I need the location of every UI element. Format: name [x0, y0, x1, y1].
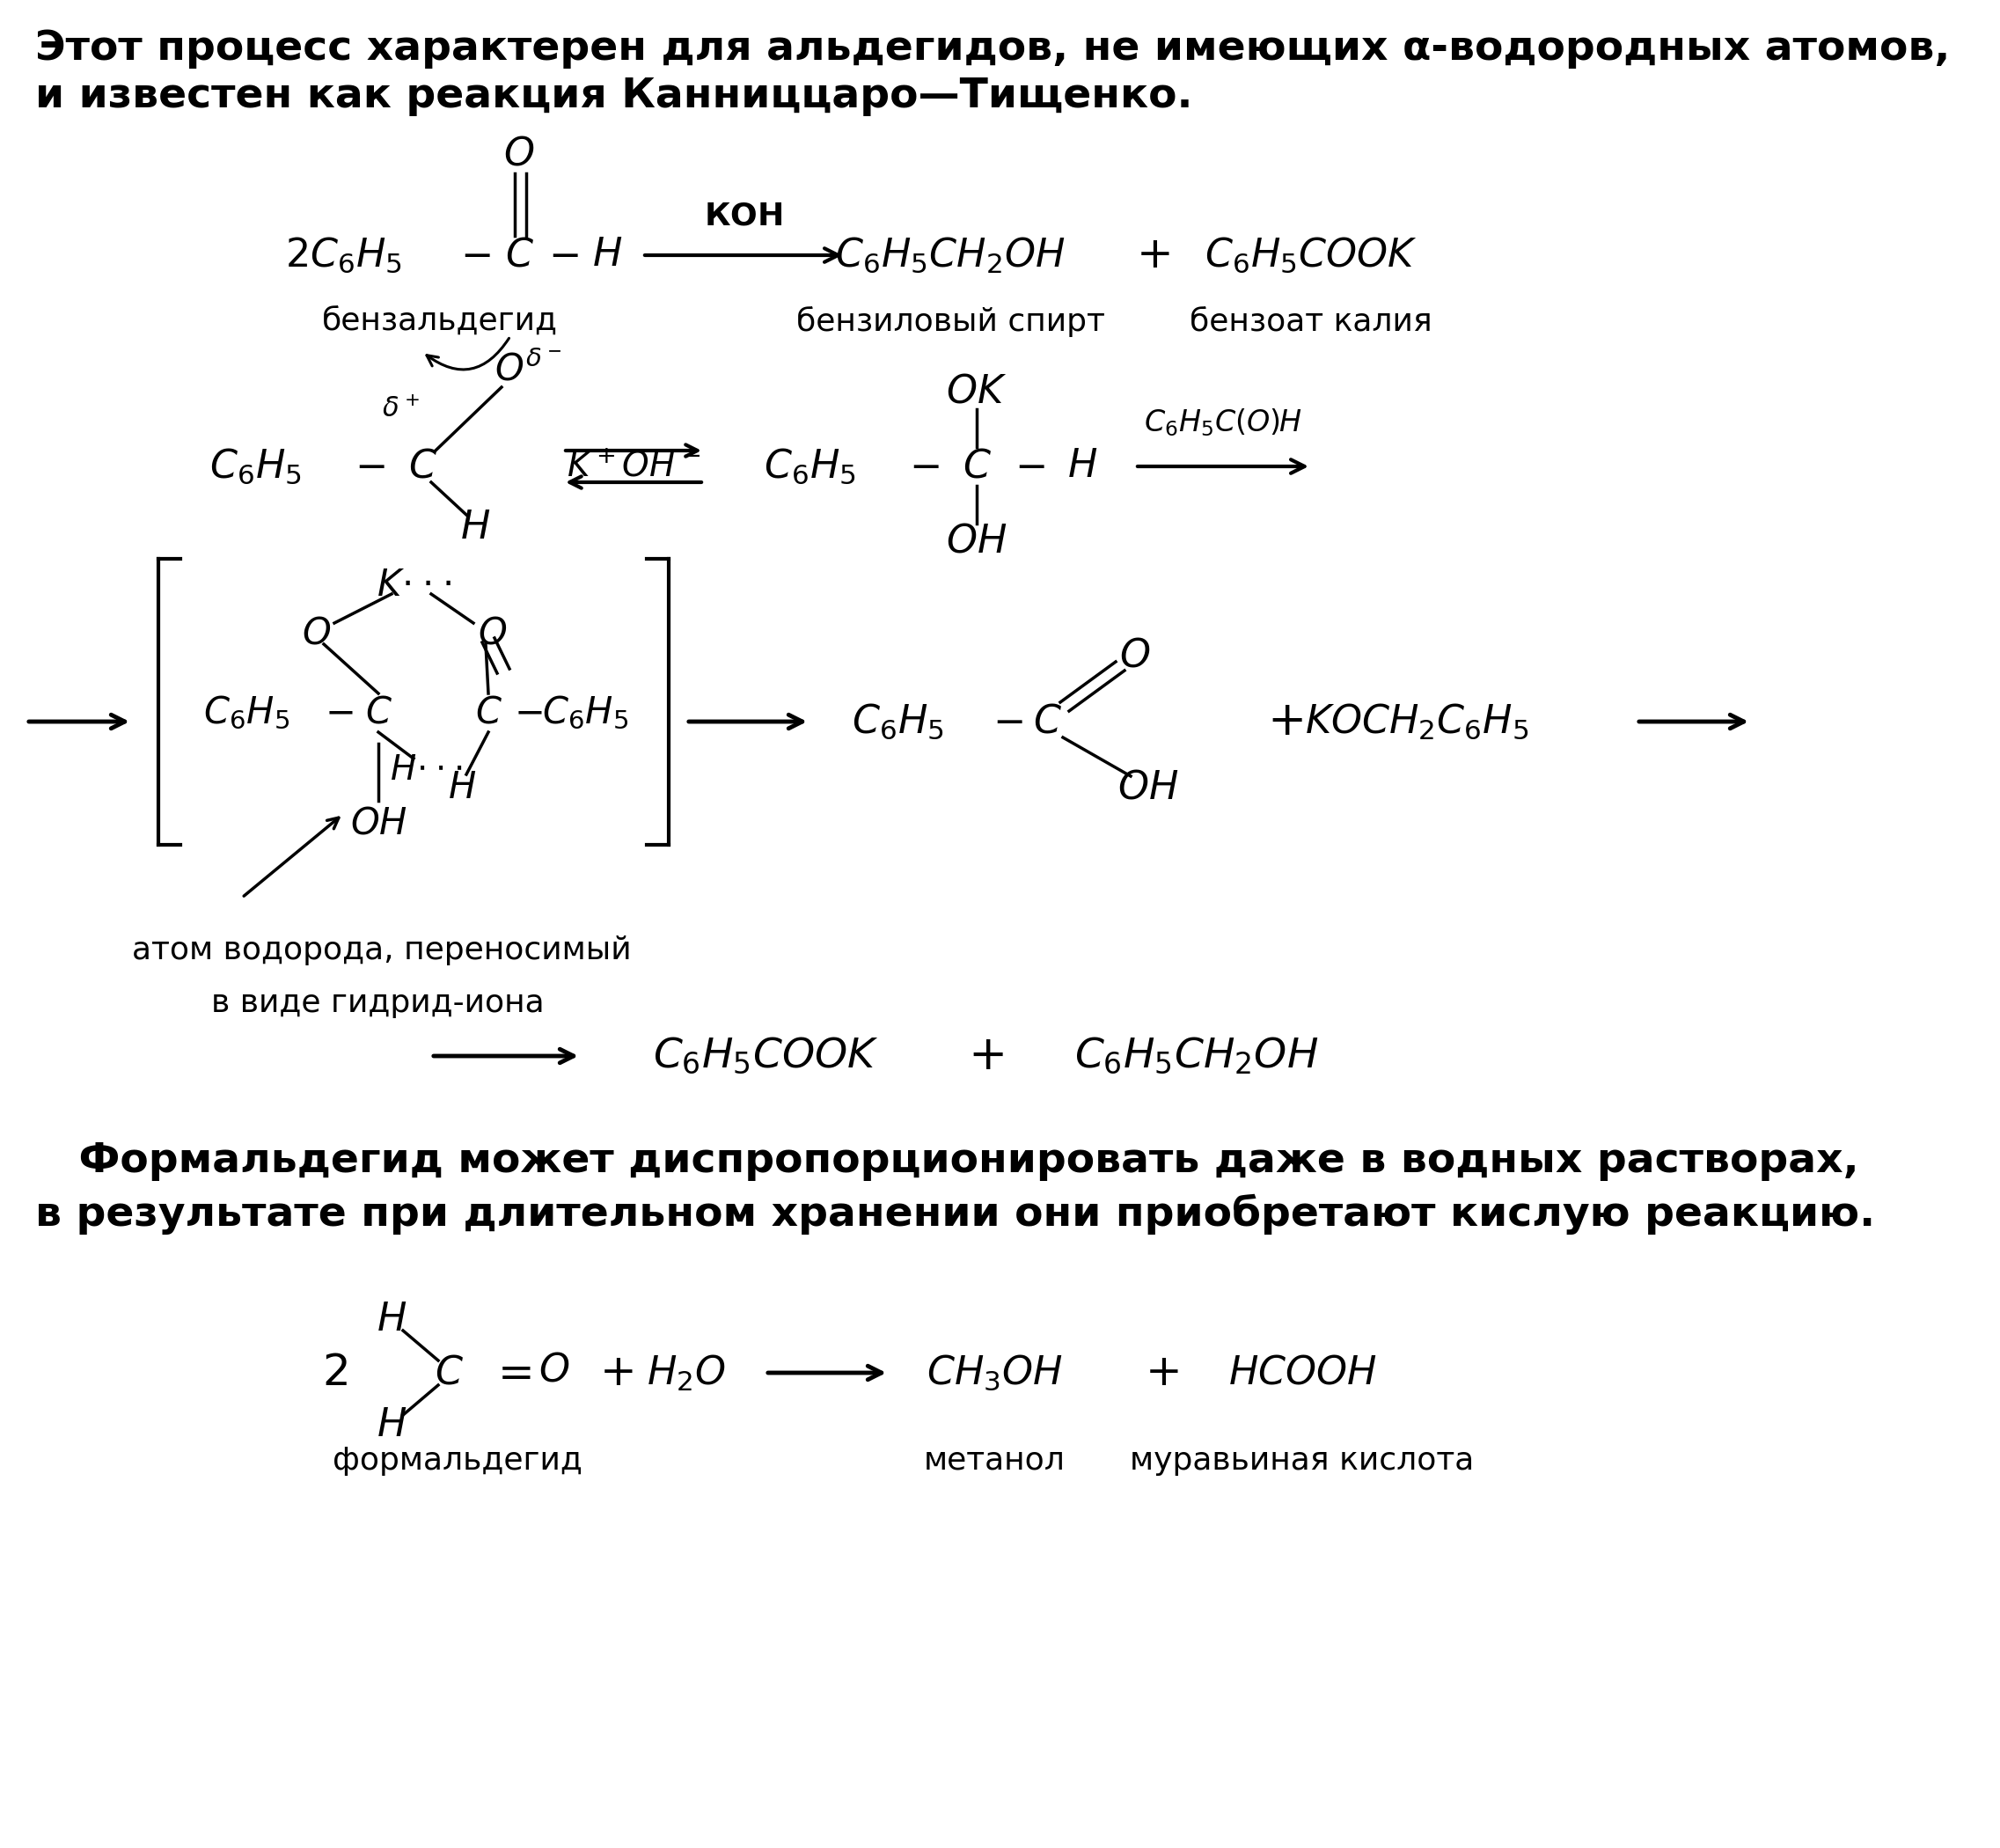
- Text: $OH$: $OH$: [946, 523, 1008, 560]
- Text: $C_6H_5$: $C_6H_5$: [852, 702, 944, 741]
- Text: $O$: $O$: [538, 1351, 570, 1390]
- Text: бензальдегид: бензальдегид: [322, 307, 558, 336]
- Text: $C$: $C$: [504, 237, 534, 274]
- Text: $CH_3OH$: $CH_3OH$: [926, 1353, 1062, 1392]
- Text: муравьиная кислота: муравьиная кислота: [1130, 1445, 1474, 1477]
- Text: $\bf{КОН}$: $\bf{КОН}$: [704, 201, 782, 231]
- Text: $C_6H_5$: $C_6H_5$: [764, 447, 856, 486]
- Text: $O$: $O$: [302, 615, 332, 652]
- Text: $+$: $+$: [598, 1351, 632, 1393]
- Text: Формальдегид может диспропорционировать даже в водных растворах,: Формальдегид может диспропорционировать …: [36, 1142, 1858, 1181]
- Text: $C$: $C$: [408, 447, 436, 486]
- Text: $C_6H_5CH_2OH$: $C_6H_5CH_2OH$: [1074, 1037, 1318, 1076]
- Text: $H$: $H$: [592, 237, 622, 274]
- Text: $+$: $+$: [968, 1033, 1004, 1079]
- Text: $K^+OH^-$: $K^+OH^-$: [566, 449, 700, 482]
- Text: $-$: $-$: [514, 695, 542, 732]
- Text: $C_6H_5$: $C_6H_5$: [204, 695, 290, 732]
- Text: бензоат калия: бензоат калия: [1190, 307, 1432, 336]
- Text: $-$: $-$: [460, 237, 490, 274]
- Text: $+$: $+$: [1144, 1351, 1178, 1393]
- Text: $H$: $H$: [448, 769, 476, 806]
- Text: $C_6H_5C(O)H$: $C_6H_5C(O)H$: [1144, 407, 1302, 438]
- Text: $C$: $C$: [962, 447, 992, 486]
- Text: $OH$: $OH$: [350, 804, 406, 841]
- Text: $O^{\delta^-}$: $O^{\delta^-}$: [494, 351, 562, 388]
- Text: $K\!\cdot\!\cdot\!\cdot$: $K\!\cdot\!\cdot\!\cdot$: [376, 567, 450, 604]
- Text: $H$: $H$: [1068, 447, 1098, 486]
- Text: $C_6H_5COOK$: $C_6H_5COOK$: [1204, 235, 1418, 275]
- Text: формальдегид: формальдегид: [332, 1445, 582, 1477]
- Text: $C_6H_5$: $C_6H_5$: [210, 447, 302, 486]
- Text: $-$: $-$: [908, 447, 940, 486]
- Text: Этот процесс характерен для альдегидов, не имеющих α-водородных атомов,: Этот процесс характерен для альдегидов, …: [36, 28, 1950, 68]
- Text: $O$: $O$: [1120, 638, 1150, 675]
- Text: $C$: $C$: [364, 695, 392, 732]
- Text: $H$: $H$: [460, 508, 490, 547]
- Text: $KOC H_2C_6H_5$: $KOC H_2C_6H_5$: [1304, 702, 1528, 741]
- Text: $-$: $-$: [324, 695, 354, 732]
- Text: $OH$: $OH$: [1118, 769, 1178, 806]
- Text: $-$: $-$: [548, 237, 578, 274]
- Text: в виде гидрид-иона: в виде гидрид-иона: [212, 989, 544, 1018]
- Text: метанол: метанол: [924, 1445, 1066, 1477]
- Text: в результате при длительном хранении они приобретают кислую реакцию.: в результате при длительном хранении они…: [36, 1194, 1876, 1234]
- Text: $\delta^+$: $\delta^+$: [382, 395, 420, 421]
- Text: $+$: $+$: [1136, 235, 1170, 277]
- Text: $-$: $-$: [992, 702, 1022, 741]
- Text: $H$: $H$: [376, 1301, 406, 1340]
- Text: $=$: $=$: [490, 1351, 532, 1393]
- Text: $O$: $O$: [478, 615, 508, 652]
- Text: $H$: $H$: [376, 1406, 406, 1445]
- Text: атом водорода, переносимый: атом водорода, переносимый: [132, 935, 632, 965]
- Text: $C$: $C$: [474, 695, 502, 732]
- Text: $H_2O$: $H_2O$: [646, 1353, 726, 1393]
- Text: $-$: $-$: [1014, 447, 1044, 486]
- Text: $C_6H_5COOK$: $C_6H_5COOK$: [652, 1037, 878, 1076]
- Text: $2$: $2$: [322, 1351, 348, 1393]
- Text: и известен как реакция Канниццаро—Тищенко.: и известен как реакция Канниццаро—Тищенк…: [36, 78, 1192, 116]
- Text: $+$: $+$: [1266, 699, 1302, 745]
- Text: $H\!\cdot\!\cdot\!\cdot$: $H\!\cdot\!\cdot\!\cdot$: [390, 754, 464, 787]
- Text: $O$: $O$: [504, 135, 534, 174]
- Text: $C$: $C$: [1032, 702, 1062, 741]
- Text: $HCOOH$: $HCOOH$: [1228, 1355, 1376, 1392]
- Text: $C_6H_5CH_2OH$: $C_6H_5CH_2OH$: [836, 235, 1066, 275]
- Text: $-$: $-$: [354, 447, 384, 486]
- Text: $OK$: $OK$: [946, 373, 1008, 410]
- Text: $C_6H_5$: $C_6H_5$: [542, 695, 628, 732]
- Text: бензиловый спирт: бензиловый спирт: [796, 305, 1104, 336]
- Text: $C$: $C$: [434, 1355, 464, 1392]
- Text: $2C_6H_5$: $2C_6H_5$: [284, 235, 402, 275]
